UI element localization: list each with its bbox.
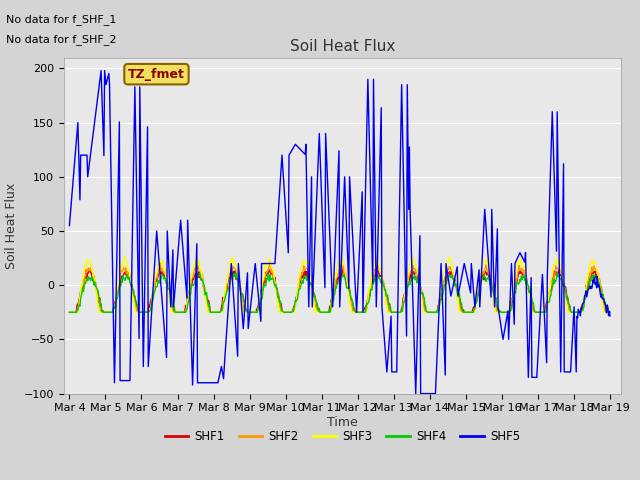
X-axis label: Time: Time <box>327 416 358 429</box>
Text: No data for f_SHF_2: No data for f_SHF_2 <box>6 34 117 45</box>
Legend: SHF1, SHF2, SHF3, SHF4, SHF5: SHF1, SHF2, SHF3, SHF4, SHF5 <box>160 426 525 448</box>
Text: No data for f_SHF_1: No data for f_SHF_1 <box>6 14 116 25</box>
Title: Soil Heat Flux: Soil Heat Flux <box>290 39 395 54</box>
Text: TZ_fmet: TZ_fmet <box>128 68 185 81</box>
Y-axis label: Soil Heat Flux: Soil Heat Flux <box>5 182 19 269</box>
